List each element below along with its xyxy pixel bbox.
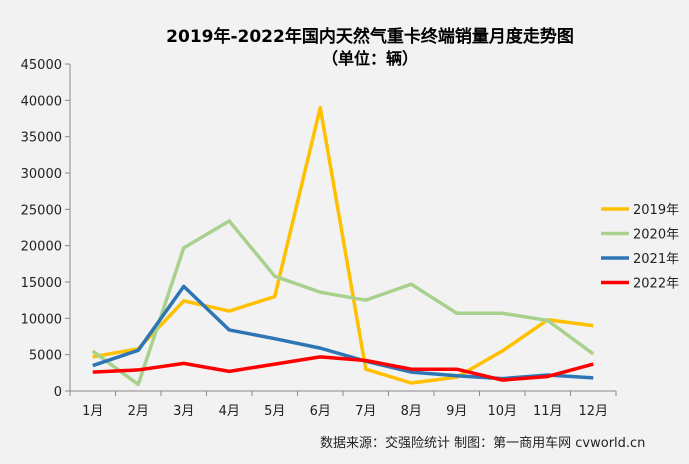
x-tick-label: 3月: [173, 404, 194, 419]
chart-title: 2019年-2022年国内天然气重卡终端销量月度走势图: [166, 26, 574, 47]
x-tick-label: 4月: [219, 404, 240, 419]
legend-label: 2021年: [633, 252, 679, 267]
y-tick-label: 40000: [21, 94, 62, 109]
legend-label: 2020年: [633, 228, 679, 243]
chart-subtitle: （单位：辆）: [322, 49, 418, 68]
x-tick-label: 11月: [533, 404, 563, 419]
x-tick-label: 5月: [264, 404, 285, 419]
x-tick-label: 9月: [446, 404, 467, 419]
x-tick-label: 12月: [578, 404, 608, 419]
legend-label: 2022年: [633, 277, 679, 292]
y-tick-label: 35000: [21, 131, 62, 146]
x-tick-label: 1月: [82, 404, 103, 419]
y-tick-label: 10000: [21, 312, 62, 327]
footnote: 数据来源：交强险统计 制图：第一商用车网 cvworld.cn: [320, 435, 645, 451]
x-tick-label: 7月: [355, 404, 376, 419]
y-tick-label: 30000: [21, 167, 62, 182]
x-tick-label: 8月: [401, 404, 422, 419]
y-tick-label: 20000: [21, 240, 62, 255]
series-line-2019年: [93, 108, 594, 383]
x-tick-label: 6月: [310, 404, 331, 419]
x-tick-label: 10月: [487, 404, 517, 419]
y-tick-label: 45000: [21, 58, 62, 73]
legend-label: 2019年: [633, 203, 679, 218]
y-tick-label: 5000: [29, 349, 62, 364]
y-tick-label: 0: [54, 385, 62, 400]
y-tick-label: 25000: [21, 203, 62, 218]
x-tick-label: 2月: [128, 404, 149, 419]
y-tick-label: 15000: [21, 276, 62, 291]
